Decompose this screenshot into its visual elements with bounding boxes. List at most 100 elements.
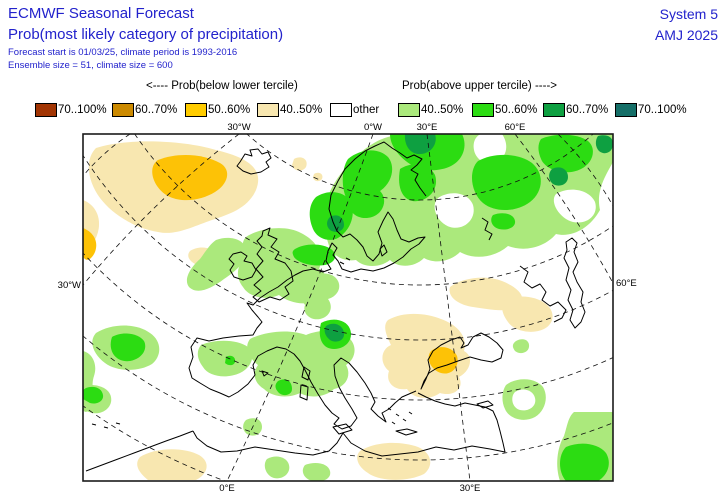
probability-patch-darkGreen: [549, 167, 568, 186]
legend-swatch-below-6070: [112, 103, 134, 117]
probability-patch-white: [512, 389, 536, 411]
legend-label: 60..70%: [566, 104, 609, 116]
legend-label: 50..60%: [495, 104, 538, 116]
probability-patch-paleYellow: [502, 296, 553, 332]
graticule-parallel: [134, 134, 613, 286]
legend-label: 70..100%: [638, 104, 687, 116]
coastline: [261, 370, 269, 377]
legend-swatch-below-70100: [35, 103, 57, 117]
probability-patch-brightGreen: [110, 333, 146, 362]
map-label-top: 30°E: [417, 122, 438, 133]
probability-patch-white: [553, 189, 596, 223]
probability-patch-paleYellow: [137, 449, 207, 480]
probability-patch-lightGreen: [302, 463, 331, 481]
probability-patch-orange: [152, 154, 228, 201]
coastline: [481, 217, 493, 241]
map-label-top: 30°W: [227, 122, 250, 133]
probability-patch-darkGreen: [404, 134, 436, 155]
map-patches: [83, 134, 613, 481]
graticule-meridian: [514, 134, 613, 284]
probability-patch-darkGreen: [324, 323, 345, 342]
map-label-top: 60°E: [505, 122, 526, 133]
map-label-bottom: 30°E: [460, 483, 481, 494]
coastline: [192, 392, 506, 457]
coastline: [395, 428, 418, 436]
probability-patch-paleYellow: [313, 172, 323, 182]
coastline: [301, 366, 311, 381]
map-label-bottom: 0°E: [219, 483, 234, 494]
coastline: [476, 400, 494, 409]
graticule-meridian: [83, 134, 240, 286]
ensemble-size-info: Ensemble size = 51, climate size = 600: [8, 60, 173, 71]
legend-label: 40..50%: [280, 104, 323, 116]
probability-patch-orange: [428, 347, 458, 374]
coastline: [563, 237, 586, 329]
legend-label: 60..70%: [135, 104, 178, 116]
legend-swatch-below-4050: [257, 103, 279, 117]
graticule-meridian: [83, 134, 131, 177]
map-label-right: 60°E: [616, 278, 637, 289]
system-label: System 5: [659, 6, 718, 22]
probability-patch-paleYellow: [382, 313, 471, 398]
probability-patch-darkGreen: [595, 135, 613, 154]
probability-patch-lightGreen: [197, 340, 253, 377]
legend-label: 40..50%: [421, 104, 464, 116]
probability-patch-lightGreen: [186, 237, 247, 291]
probability-patch-lightGreen: [512, 339, 530, 354]
probability-patch-paleYellow: [357, 442, 431, 480]
report-title: ECMWF Seasonal Forecast: [8, 5, 194, 22]
graticule-parallel: [83, 252, 613, 401]
coastline: [91, 422, 121, 429]
probability-patch-lightGreen: [264, 456, 290, 479]
legend-swatch-above-6070: [543, 103, 565, 117]
coastline: [228, 251, 257, 281]
legend-swatch-below-5060: [185, 103, 207, 117]
season-label: AMJ 2025: [654, 27, 718, 43]
legend-swatch-other-other: [330, 103, 352, 117]
probability-patch-brightGreen: [399, 164, 437, 202]
coastline: [252, 227, 294, 303]
coastline: [85, 430, 194, 472]
below-tercile-header: <---- Prob(below lower tercile): [146, 80, 298, 92]
probability-patch-brightGreen: [560, 443, 609, 481]
coastline: [339, 257, 351, 265]
coastline: [519, 265, 567, 323]
probability-patch-brightGreen: [471, 154, 541, 211]
graticule-parallel: [246, 134, 594, 201]
legend-label: 70..100%: [58, 104, 107, 116]
legend-label: 50..60%: [208, 104, 251, 116]
legend-swatch-above-4050: [398, 103, 420, 117]
probability-patch-brightGreen: [83, 386, 104, 404]
probability-patch-brightGreen: [275, 379, 292, 396]
coastline: [236, 148, 272, 175]
legend-label: other: [353, 104, 380, 116]
probability-patch-lightGreen: [302, 273, 340, 320]
probability-legend: 70..100% 60..70% 50..60% 40..50% other 40..50…: [0, 103, 724, 119]
legend-swatch-above-5060: [472, 103, 494, 117]
coastline: [379, 244, 388, 257]
probability-patch-white: [434, 193, 474, 228]
probability-patch-orange: [83, 228, 97, 260]
map-label-left: 30°W: [58, 280, 81, 291]
probability-patch-brightGreen: [342, 150, 393, 219]
coastline: [387, 407, 413, 425]
probability-patch-paleYellow: [292, 157, 307, 171]
graticule-meridian: [557, 134, 613, 207]
forecast-start-info: Forecast start is 01/03/25, climate peri…: [8, 47, 238, 58]
graticule-meridian: [226, 134, 374, 481]
legend-swatch-above-70100: [615, 103, 637, 117]
above-tercile-header: Prob(above upper tercile) ---->: [402, 80, 557, 92]
coastline: [299, 384, 309, 401]
report-subtitle: Prob(most likely category of precipitati…: [8, 26, 284, 43]
coastline: [332, 423, 353, 435]
map-label-top: 0°W: [364, 122, 382, 133]
probability-patch-brightGreen: [491, 213, 516, 230]
graticule-meridian: [426, 134, 471, 481]
map-border: [82, 133, 614, 482]
probability-patch-darkGreen: [327, 215, 344, 232]
probability-patch-brightGreen: [538, 134, 593, 173]
